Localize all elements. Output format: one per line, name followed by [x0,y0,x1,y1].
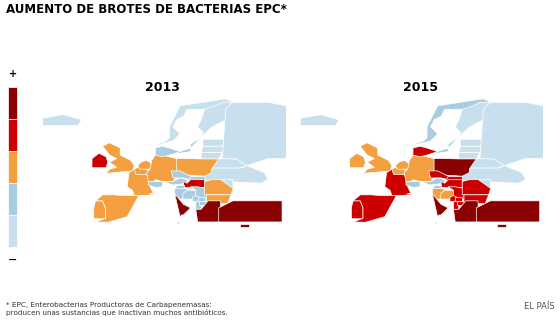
Text: * EPC, Enterobacterias Productoras de Carbapenemasas:
producen unas sustancias q: * EPC, Enterobacterias Productoras de Ca… [6,302,227,316]
Text: EL PAÍS: EL PAÍS [524,302,554,311]
Text: +: + [9,69,17,79]
Text: AUMENTO DE BROTES DE BACTERIAS EPC*: AUMENTO DE BROTES DE BACTERIAS EPC* [6,3,287,16]
Text: 2015: 2015 [403,81,437,94]
Text: −: − [8,255,17,265]
Text: 2013: 2013 [145,81,180,94]
